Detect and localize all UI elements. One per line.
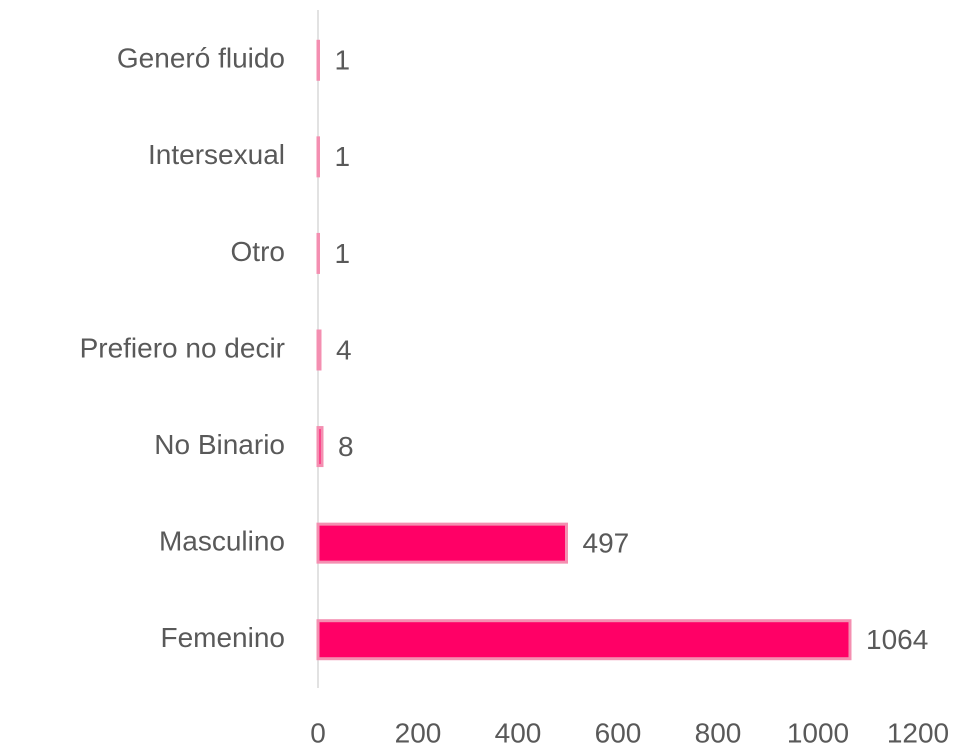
x-tick-label: 1000 xyxy=(787,717,849,748)
y-tick-label: Masculino xyxy=(159,526,285,557)
x-tick-label: 1200 xyxy=(887,717,949,748)
x-tick-label: 800 xyxy=(695,717,742,748)
y-tick-label: Generó fluido xyxy=(117,43,285,74)
value-label: 1 xyxy=(335,141,351,172)
bar xyxy=(316,39,320,81)
value-label: 4 xyxy=(336,334,352,365)
bar xyxy=(316,329,322,371)
y-tick-label: Prefiero no decir xyxy=(80,332,285,363)
value-label: 1 xyxy=(335,238,351,269)
x-tick-label: 400 xyxy=(495,717,542,748)
value-label: 497 xyxy=(583,528,630,559)
y-tick-label: Otro xyxy=(231,236,285,267)
bar xyxy=(316,232,320,274)
bar xyxy=(316,426,324,468)
y-tick-label: Intersexual xyxy=(148,139,285,170)
bar xyxy=(316,522,568,564)
value-label: 1064 xyxy=(866,624,928,655)
bar xyxy=(316,619,852,661)
y-tick-label: No Binario xyxy=(154,429,285,460)
bar xyxy=(316,136,320,178)
y-tick-label: Femenino xyxy=(160,622,285,653)
value-label: 8 xyxy=(338,431,354,462)
x-tick-label: 600 xyxy=(595,717,642,748)
x-tick-label: 200 xyxy=(395,717,442,748)
value-label: 1 xyxy=(335,45,351,76)
x-tick-label: 0 xyxy=(310,717,326,748)
